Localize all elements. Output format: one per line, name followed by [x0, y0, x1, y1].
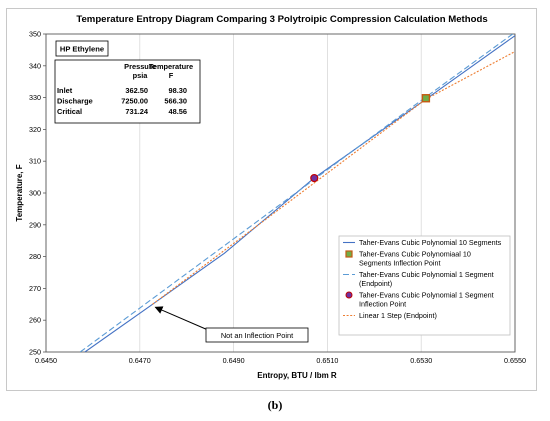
legend-label: Segments Inflection Point — [359, 259, 441, 268]
y-tick-label: 310 — [29, 157, 41, 166]
legend-label: (Endpoint) — [359, 279, 392, 288]
y-tick-label: 300 — [29, 189, 41, 198]
chart: Temperature Entropy Diagram Comparing 3 … — [15, 14, 526, 380]
table-cell: 566.30 — [164, 97, 187, 106]
table-header-cell: Temperature — [149, 62, 193, 71]
x-tick-label: 0.6470 — [129, 356, 151, 365]
x-axis-label: Entropy, BTU / lbm R — [257, 371, 337, 380]
legend-box — [338, 235, 511, 336]
legend-label: Taher-Evans Cubic Polynomial 10 Segments — [359, 238, 502, 247]
legend: Taher-Evans Cubic Polynomial 10 Segments… — [338, 235, 511, 336]
table-row-label: Inlet — [57, 86, 73, 95]
table-cell: 731.24 — [125, 107, 148, 116]
legend-swatch-square — [345, 250, 353, 258]
table-label-box — [55, 40, 109, 57]
y-tick-label: 330 — [29, 93, 41, 102]
series-marker-square — [421, 94, 431, 103]
legend-label: Taher-Evans Cubic Polynomial 1 Segment — [359, 270, 494, 279]
series-line — [84, 34, 515, 352]
legend-swatch-circle — [345, 291, 353, 299]
y-axis-label: Temperature, F — [15, 164, 24, 221]
table-header-cell: F — [169, 71, 174, 80]
y-tick-label: 320 — [29, 125, 41, 134]
table-cell: 7250.00 — [121, 97, 148, 106]
plot-area: 0.6450 0.6470 0.6490 0.6510 0.6530 0.6550 250 2… — [29, 30, 526, 366]
x-tick-label: 0.6450 — [35, 356, 57, 365]
x-tick-label: 0.6530 — [410, 356, 432, 365]
y-tick-label: 260 — [29, 316, 41, 325]
table-box — [54, 59, 201, 124]
annotation-arrow — [154, 306, 209, 331]
series-marker-circle — [310, 173, 319, 183]
table-cell: 362.50 — [125, 86, 148, 95]
table-row-label: Critical — [57, 107, 82, 116]
legend-label: Linear 1 Step (Endpoint) — [359, 311, 437, 320]
annotation-box — [205, 327, 309, 343]
table-header-cell: psia — [133, 71, 149, 80]
y-tick-label: 250 — [29, 348, 41, 357]
figure-caption: (b) — [267, 398, 283, 412]
y-tick-label: 280 — [29, 252, 41, 261]
legend-label: Inflection Point — [359, 300, 406, 309]
x-tick-label: 0.6550 — [504, 356, 526, 365]
y-tick-label: 270 — [29, 284, 41, 293]
x-tick-label: 0.6490 — [223, 356, 245, 365]
y-tick-label: 350 — [29, 30, 41, 39]
table-cell: 48.56 — [169, 107, 188, 116]
table-cell: 98.30 — [169, 86, 188, 95]
table-header-cell: Pressure — [124, 62, 156, 71]
table-row-label: Discharge — [57, 97, 93, 106]
y-tick-label: 340 — [29, 61, 41, 70]
annotation-text: Not an Inflection Point — [221, 331, 293, 340]
table-label: HP Ethylene — [60, 45, 104, 54]
y-tick-label: 290 — [29, 220, 41, 229]
legend-label: Taher-Evans Cubic Polynomiaal 10 — [359, 250, 471, 259]
legend-label: Taher-Evans Cubic Polynomial 1 Segment — [359, 291, 494, 300]
x-tick-label: 0.6510 — [316, 356, 338, 365]
chart-title: Temperature Entropy Diagram Comparing 3 … — [76, 14, 487, 25]
